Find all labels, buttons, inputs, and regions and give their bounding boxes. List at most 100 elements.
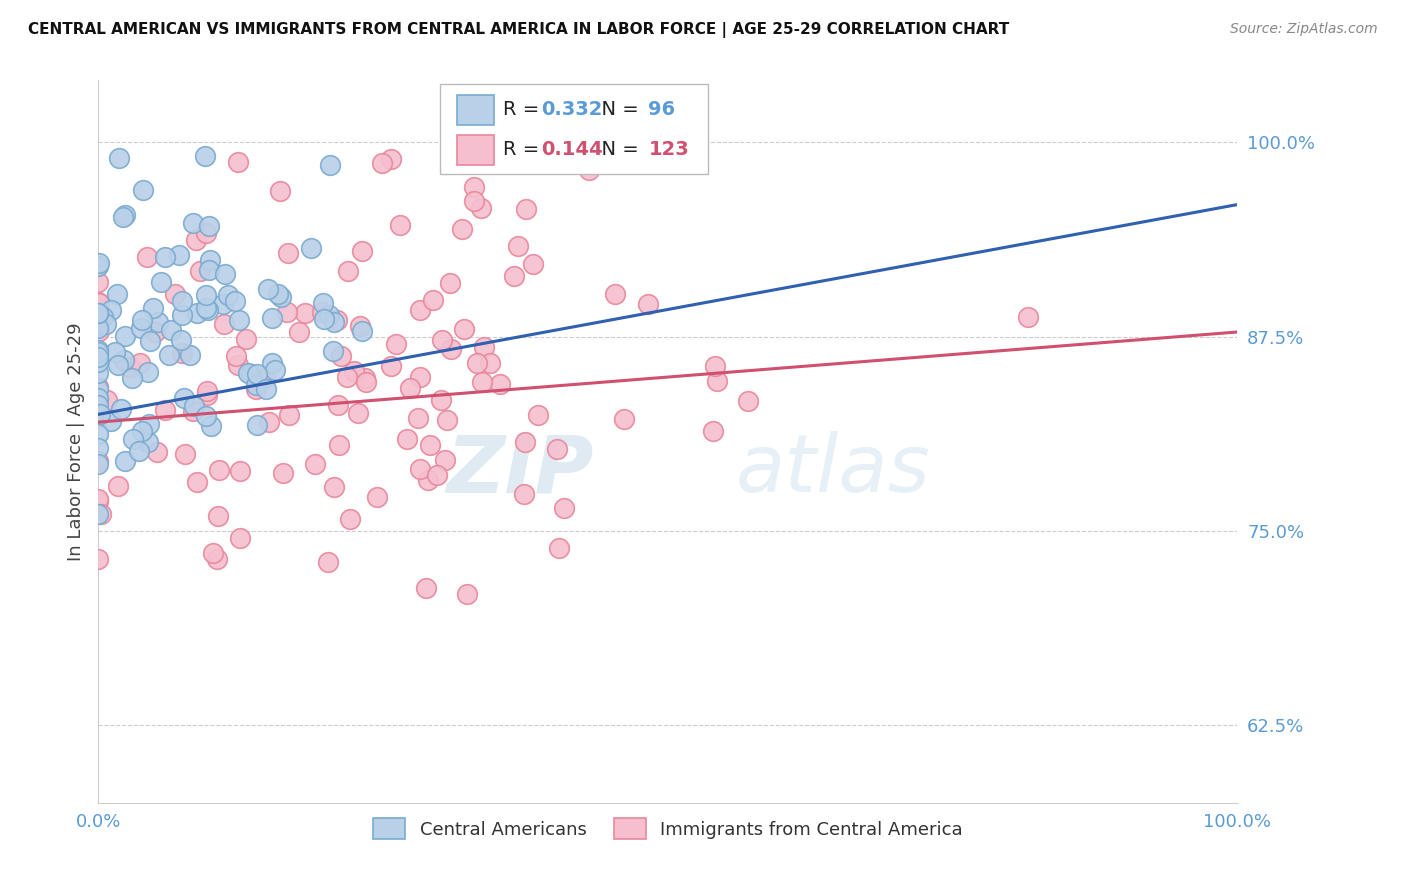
Text: ZIP: ZIP	[447, 432, 593, 509]
Point	[322, 343, 344, 358]
Point	[453, 321, 475, 335]
Point	[179, 348, 201, 362]
Point	[87, 457, 110, 471]
FancyBboxPatch shape	[457, 95, 494, 125]
Text: atlas: atlas	[737, 432, 931, 509]
Point	[89, 407, 111, 421]
Point	[108, 151, 131, 165]
Point	[515, 202, 537, 217]
Point	[87, 275, 110, 289]
Point	[87, 380, 110, 394]
Point	[112, 211, 135, 225]
Point	[1017, 310, 1039, 324]
Point	[385, 336, 408, 351]
Point	[380, 152, 402, 166]
Y-axis label: In Labor Force | Age 25-29: In Labor Force | Age 25-29	[66, 322, 84, 561]
Point	[87, 441, 110, 455]
Point	[138, 417, 160, 432]
Point	[456, 586, 478, 600]
Point	[89, 324, 111, 338]
Point	[138, 435, 160, 450]
Point	[183, 399, 205, 413]
Point	[194, 226, 217, 240]
Point	[208, 463, 231, 477]
Point	[225, 349, 247, 363]
Point	[246, 418, 269, 433]
Point	[128, 444, 150, 458]
Point	[229, 531, 252, 545]
Point	[186, 305, 208, 319]
Point	[349, 319, 371, 334]
Point	[87, 318, 110, 333]
Point	[371, 156, 394, 170]
Point	[87, 491, 110, 506]
Point	[212, 318, 235, 332]
Point	[257, 415, 280, 429]
FancyBboxPatch shape	[440, 84, 707, 174]
Point	[301, 241, 323, 255]
Point	[200, 419, 222, 434]
Point	[419, 438, 441, 452]
Point	[426, 467, 449, 482]
Point	[87, 351, 110, 365]
Point	[440, 342, 463, 356]
Point	[170, 333, 193, 347]
Point	[118, 360, 141, 375]
Text: 123: 123	[648, 140, 689, 160]
Point	[121, 371, 143, 385]
Point	[214, 267, 236, 281]
Point	[463, 194, 485, 208]
Point	[433, 452, 456, 467]
Point	[194, 148, 217, 162]
Point	[87, 398, 110, 412]
Point	[470, 201, 492, 215]
Point	[463, 180, 485, 194]
Point	[87, 344, 110, 359]
Point	[197, 388, 219, 402]
Point	[236, 367, 259, 381]
Text: Source: ZipAtlas.com: Source: ZipAtlas.com	[1230, 22, 1378, 37]
Point	[304, 457, 326, 471]
Point	[197, 302, 219, 317]
Point	[269, 184, 291, 198]
Text: 0.332: 0.332	[541, 101, 603, 120]
Point	[205, 552, 228, 566]
Point	[318, 309, 340, 323]
Point	[354, 371, 377, 385]
Point	[173, 391, 195, 405]
Point	[605, 287, 627, 301]
Point	[87, 313, 110, 327]
Point	[87, 296, 110, 310]
Point	[157, 348, 180, 362]
Point	[418, 473, 440, 487]
Point	[436, 413, 458, 427]
Point	[737, 394, 759, 409]
Point	[262, 356, 284, 370]
Text: N =: N =	[589, 140, 645, 160]
Point	[472, 340, 495, 354]
Point	[170, 308, 193, 322]
Point	[122, 432, 145, 446]
Point	[195, 301, 218, 315]
Point	[87, 366, 110, 380]
Point	[343, 364, 366, 378]
Point	[522, 257, 544, 271]
Point	[90, 507, 112, 521]
Point	[96, 317, 118, 331]
Point	[278, 408, 301, 422]
Point	[91, 310, 114, 324]
Point	[246, 367, 269, 381]
Point	[706, 374, 728, 388]
Point	[339, 512, 361, 526]
Point	[482, 137, 505, 152]
Point	[107, 359, 129, 373]
Point	[527, 408, 550, 422]
Point	[430, 392, 453, 407]
Point	[226, 358, 249, 372]
Point	[271, 466, 294, 480]
Point	[207, 508, 229, 523]
Point	[100, 303, 122, 318]
Point	[470, 375, 492, 389]
Point	[415, 581, 437, 595]
Point	[409, 369, 432, 384]
